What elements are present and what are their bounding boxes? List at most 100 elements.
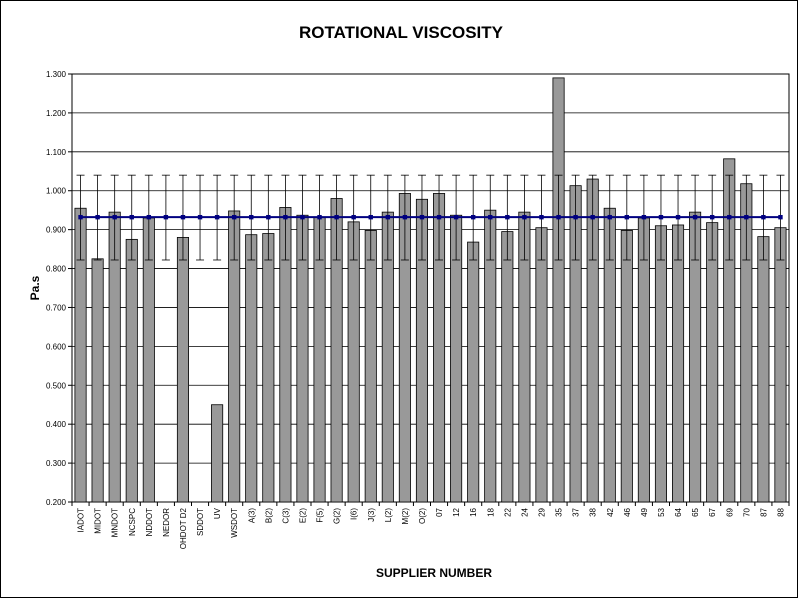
x-category-label: 38 <box>589 507 598 516</box>
reference-marker <box>556 214 561 220</box>
reference-marker <box>709 214 715 220</box>
x-category-label: WSDOT <box>230 508 239 538</box>
reference-marker <box>146 214 152 220</box>
reference-marker <box>761 214 766 220</box>
bar <box>245 234 258 503</box>
x-category-label: 70 <box>742 507 751 516</box>
x-category-label: O(2) <box>418 508 427 524</box>
x-axis-title: SUPPLIER NUMBER <box>375 566 492 580</box>
reference-marker <box>419 214 425 220</box>
reference-marker <box>78 214 83 220</box>
x-category-label: C(3) <box>281 508 290 524</box>
x-category-label: L(2) <box>384 508 393 523</box>
x-category-label: F(5) <box>316 508 325 523</box>
x-category-label: 18 <box>486 507 495 516</box>
x-category-label: 88 <box>776 507 785 516</box>
bar <box>723 158 736 503</box>
bar <box>91 258 104 503</box>
y-tick-label: 0.300 <box>46 459 67 468</box>
x-category-label: UV <box>213 507 222 519</box>
x-category-label: 42 <box>606 507 615 516</box>
bar <box>501 231 514 503</box>
y-tick-label: 1.200 <box>46 109 67 118</box>
x-category-label: 49 <box>640 507 649 516</box>
x-category-label: NEDOR <box>162 508 171 537</box>
reference-marker <box>214 214 220 220</box>
reference-marker <box>163 214 169 220</box>
reference-marker <box>402 214 408 220</box>
bar <box>706 222 719 503</box>
x-category-label: E(2) <box>298 508 307 523</box>
x-category-label: A(3) <box>247 508 256 523</box>
reference-marker <box>249 214 254 220</box>
x-category-label: J(3) <box>367 508 376 522</box>
bar <box>654 225 667 503</box>
reference-marker <box>334 214 339 220</box>
reference-marker <box>607 214 612 220</box>
reference-marker <box>727 214 732 220</box>
bar <box>535 227 548 503</box>
reference-marker <box>488 214 493 220</box>
reference-marker <box>231 214 237 220</box>
reference-marker <box>522 214 527 220</box>
x-category-label: 35 <box>555 507 564 516</box>
x-category-label: 53 <box>657 507 666 516</box>
y-tick-label: 0.800 <box>46 265 67 274</box>
reference-marker <box>368 214 373 220</box>
reference-marker <box>641 214 647 220</box>
x-category-label: 16 <box>469 507 478 516</box>
bar <box>552 77 565 503</box>
bar <box>176 237 189 503</box>
x-category-label: IADOT <box>77 508 86 533</box>
bar <box>364 230 377 503</box>
x-category-label: B(2) <box>264 508 273 523</box>
reference-marker <box>283 214 288 220</box>
x-category-label: 46 <box>623 507 632 516</box>
reference-marker <box>539 214 544 220</box>
x-category-label: 24 <box>520 507 529 516</box>
reference-marker <box>180 214 186 220</box>
bar <box>672 224 685 503</box>
reference-marker <box>129 214 134 220</box>
x-category-label: MNDOT <box>111 508 120 537</box>
reference-marker <box>453 214 459 220</box>
x-category-label: 67 <box>708 507 717 516</box>
y-tick-label: 0.200 <box>46 498 67 507</box>
bar <box>125 238 138 503</box>
bar <box>620 230 633 503</box>
x-category-label: MIDOT <box>94 508 103 534</box>
reference-marker <box>470 214 476 220</box>
x-category-label: NCSPC <box>128 508 137 536</box>
reference-marker <box>266 214 271 220</box>
plot-area <box>71 73 790 503</box>
reference-marker <box>95 214 100 220</box>
chart-title: ROTATIONAL VISCOSITY <box>298 23 503 42</box>
x-category-label: SDDOT <box>196 508 205 536</box>
reference-marker <box>573 214 578 220</box>
reference-marker <box>300 214 305 220</box>
reference-marker <box>675 214 681 220</box>
bar <box>467 241 480 503</box>
x-category-label: 87 <box>759 507 768 516</box>
reference-marker <box>505 214 510 220</box>
y-tick-label: 0.700 <box>46 303 67 312</box>
reference-marker <box>436 214 442 220</box>
bar <box>211 404 224 503</box>
x-category-label: 37 <box>572 507 581 516</box>
reference-marker <box>317 214 322 220</box>
x-category-label: 12 <box>452 507 461 516</box>
x-category-label: I(6) <box>350 508 359 520</box>
bar <box>757 236 770 503</box>
x-category-label: M(2) <box>401 508 410 525</box>
bar <box>347 221 360 503</box>
x-category-label: 29 <box>537 507 546 516</box>
x-category-label: OHDOT D2 <box>179 507 188 549</box>
x-category-label: 65 <box>691 507 700 516</box>
reference-marker <box>351 214 356 220</box>
reference-marker <box>778 214 783 220</box>
y-tick-label: 0.600 <box>46 342 67 351</box>
y-tick-label: 1.100 <box>46 148 67 157</box>
reference-marker <box>590 214 595 220</box>
y-tick-label: 0.400 <box>46 420 67 429</box>
